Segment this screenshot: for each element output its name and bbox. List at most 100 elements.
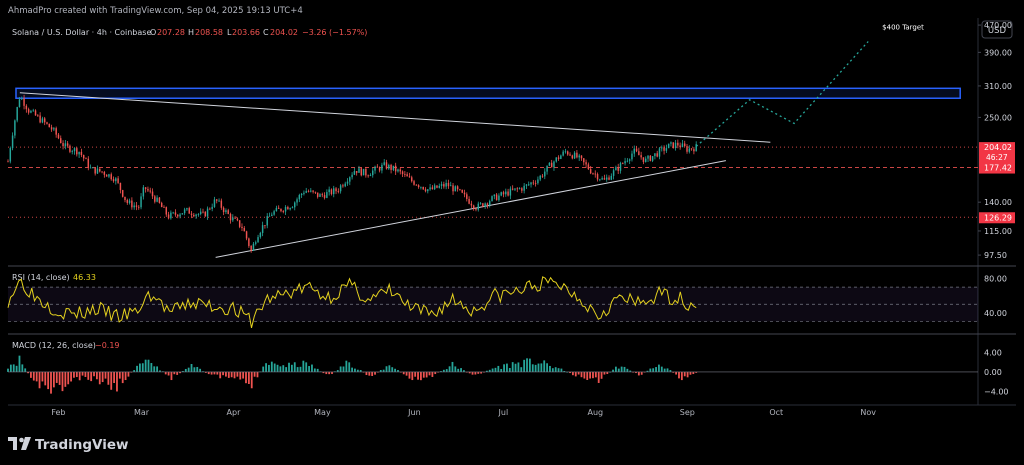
- candle-body: [18, 99, 21, 108]
- candle-body: [271, 214, 273, 216]
- candle-body: [30, 110, 32, 113]
- target-annotation: $400 Target: [882, 23, 924, 31]
- candle-body: [190, 213, 193, 215]
- ohlc-open: 207.28: [157, 28, 185, 37]
- candle-body: [321, 194, 324, 196]
- candle-body: [195, 214, 197, 217]
- macd-histogram-bar: [339, 366, 342, 372]
- candle-body: [472, 205, 475, 209]
- candle-body: [119, 182, 122, 191]
- candle-body: [422, 186, 424, 190]
- candle-body: [289, 207, 291, 210]
- candle-body: [550, 162, 553, 168]
- y-tick-label: 115.00: [984, 227, 1012, 236]
- macd-histogram-bar: [285, 367, 288, 372]
- macd-histogram-bar: [141, 363, 144, 372]
- candle-body: [255, 242, 257, 244]
- candle-body: [181, 213, 184, 215]
- candle-body: [156, 197, 158, 202]
- candle-body: [608, 177, 610, 180]
- candle-body: [555, 157, 558, 162]
- macd-histogram-bar: [156, 366, 159, 372]
- y-tick-label: 470.00: [984, 21, 1012, 30]
- rsi-legend: RSI (14, close) 46.33: [12, 273, 96, 282]
- macd-histogram-bar: [422, 371, 425, 378]
- macd-histogram-bar: [540, 363, 543, 372]
- candle-body: [683, 143, 686, 147]
- macd-histogram-bar: [391, 367, 394, 372]
- macd-histogram-bar: [293, 362, 296, 372]
- macd-histogram-bar: [64, 371, 67, 387]
- macd-histogram-bar: [551, 368, 554, 372]
- macd-y-tick-label: 4.00: [984, 349, 1002, 358]
- macd-histogram-bar: [583, 371, 586, 379]
- macd-histogram-bar: [454, 366, 457, 372]
- candle-body: [644, 158, 647, 162]
- candle-body: [199, 211, 202, 214]
- macd-histogram-bar: [520, 367, 523, 372]
- macd-histogram-bar: [84, 371, 87, 377]
- candle-body: [85, 158, 87, 160]
- candle-body: [569, 154, 571, 156]
- candle-body: [316, 192, 319, 197]
- macd-histogram-bar: [288, 362, 290, 372]
- candle-body: [463, 192, 466, 195]
- macd-histogram-bar: [695, 371, 698, 373]
- macd-histogram-bar: [139, 363, 141, 372]
- candle-body: [179, 214, 181, 217]
- macd-histogram-bar: [107, 371, 110, 385]
- macd-histogram-bar: [196, 366, 199, 372]
- macd-histogram-bar: [388, 365, 391, 372]
- macd-histogram-bar: [193, 367, 196, 372]
- candle-body: [328, 189, 330, 193]
- macd-histogram-bar: [176, 371, 179, 375]
- macd-histogram-bar: [394, 368, 397, 372]
- candle-body: [14, 120, 16, 136]
- macd-histogram-bar: [477, 371, 480, 374]
- macd-histogram-bar: [680, 371, 683, 381]
- macd-histogram-bar: [508, 368, 511, 372]
- candle-body: [43, 118, 46, 123]
- macd-histogram-bar: [184, 368, 187, 372]
- macd-histogram-bar: [204, 371, 207, 373]
- candle-body: [312, 190, 314, 192]
- macd-histogram-bar: [113, 371, 115, 384]
- candle-body: [252, 243, 255, 251]
- currency-button-label: USD: [988, 26, 1007, 36]
- macd-histogram-bar: [73, 371, 75, 378]
- candle-body: [326, 192, 328, 198]
- candle-body: [310, 190, 312, 192]
- candle-body: [498, 195, 500, 201]
- macd-legend: MACD (12, 26, close) −0.19: [12, 341, 120, 350]
- macd-histogram-bar: [256, 371, 259, 378]
- candle-body: [103, 171, 106, 175]
- candle-body: [553, 161, 555, 168]
- macd-histogram-bar: [222, 371, 224, 376]
- macd-histogram-bar: [75, 371, 78, 378]
- candle-body: [392, 165, 395, 170]
- macd-histogram-bar: [268, 364, 270, 372]
- candle-body: [516, 188, 519, 190]
- y-tick-label: 140.00: [984, 198, 1012, 207]
- ohlc-change: −3.26 (−1.57%): [302, 28, 367, 37]
- candle-body: [397, 169, 399, 172]
- macd-histogram-bar: [227, 371, 230, 378]
- macd-histogram-bar: [402, 371, 405, 375]
- currency-button[interactable]: [981, 20, 1013, 39]
- candle-body: [585, 162, 587, 165]
- macd-histogram-bar: [592, 371, 594, 379]
- candle-body: [264, 225, 266, 226]
- macd-histogram-bar: [90, 371, 93, 382]
- macd-histogram-bar: [118, 371, 121, 379]
- candle-body: [580, 155, 583, 159]
- macd-histogram-bar: [491, 368, 494, 372]
- macd-histogram-bar: [511, 362, 514, 372]
- candle-body: [50, 127, 53, 130]
- candle-body: [99, 168, 101, 172]
- candle-body: [66, 143, 69, 146]
- macd-histogram-bar: [382, 369, 385, 372]
- candle-body: [222, 207, 225, 213]
- candle-body: [539, 175, 541, 180]
- candle-body: [408, 176, 411, 178]
